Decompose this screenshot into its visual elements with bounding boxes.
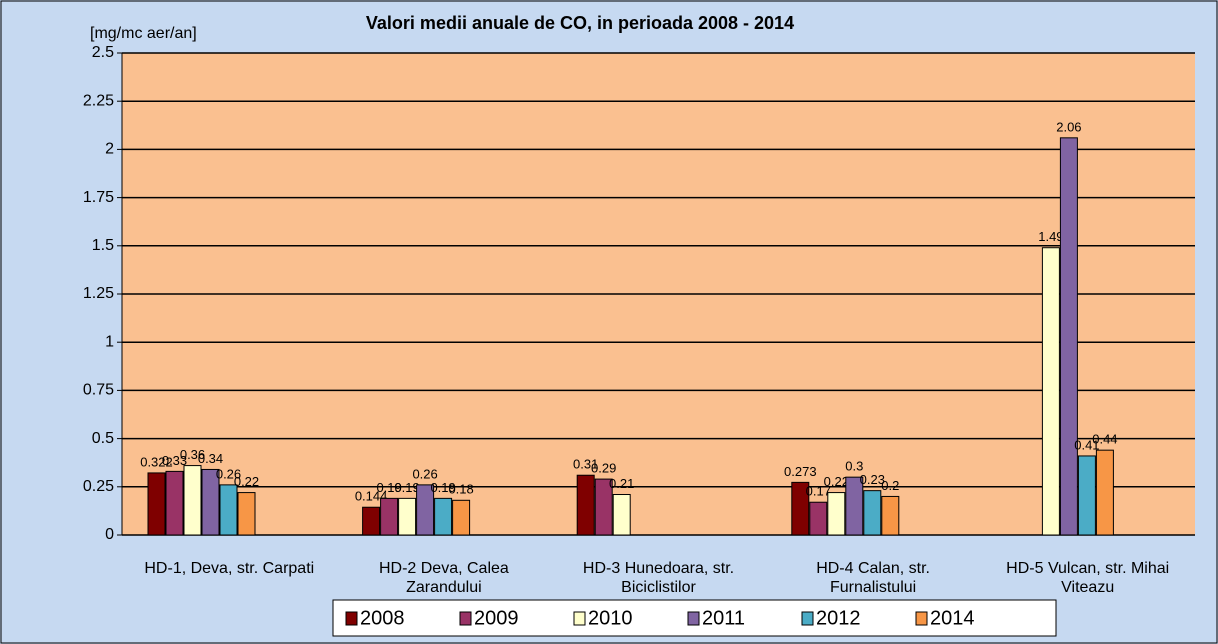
y-tick-label: 2.25 <box>83 92 114 109</box>
x-tick-label: HD-1, Deva, str. Carpati <box>144 560 315 577</box>
y-axis-label: [mg/mc aer/an] <box>90 25 197 42</box>
bar <box>1077 455 1096 536</box>
y-tick-label: 1.5 <box>92 237 114 254</box>
legend-label: 2010 <box>588 607 633 629</box>
bar <box>809 501 828 536</box>
y-tick-label: 1.75 <box>83 189 114 206</box>
data-label: 0.33 <box>162 453 187 468</box>
bar <box>845 476 864 536</box>
data-label: 0.21 <box>609 476 634 491</box>
bar <box>237 492 256 536</box>
y-tick-label: 0.5 <box>92 430 114 447</box>
bar <box>380 497 399 536</box>
data-label: 0.3 <box>845 459 863 474</box>
bar <box>827 492 846 536</box>
y-tick-label: 2.5 <box>92 44 114 61</box>
legend-label: 2012 <box>816 607 861 629</box>
legend-swatch <box>801 611 814 626</box>
legend-swatch <box>687 611 700 626</box>
bar <box>594 478 613 536</box>
chart-title: Valori medii anuale de CO, in perioada 2… <box>366 13 794 33</box>
y-tick-label: 0.75 <box>83 382 114 399</box>
legend-swatch <box>573 611 586 626</box>
y-tick-label: 1 <box>105 333 114 350</box>
data-label: 0.29 <box>591 461 616 476</box>
data-label: 0.19 <box>394 480 419 495</box>
x-tick-label: HD-4 Calan, str. Furnalistului <box>816 560 930 596</box>
bar <box>434 497 453 536</box>
data-label: 0.2 <box>881 478 899 493</box>
data-label: 0.144 <box>355 489 388 504</box>
data-label: 0.31 <box>573 457 598 472</box>
bar <box>398 497 417 536</box>
x-tick-label: HD-5 Vulcan, str. Mihai Viteazu <box>1006 560 1170 596</box>
data-label: 0.41 <box>1074 437 1099 452</box>
bar <box>612 494 631 536</box>
data-label: 0.34 <box>198 451 223 466</box>
data-label: 0.26 <box>412 466 437 481</box>
bar <box>201 468 220 536</box>
data-label: 1.49 <box>1038 229 1063 244</box>
legend-label: 2008 <box>360 607 405 629</box>
data-label: 2.06 <box>1056 119 1081 134</box>
bar <box>147 472 166 536</box>
data-label: 0.22 <box>234 474 259 489</box>
bar <box>452 499 471 536</box>
data-label: 0.19 <box>376 480 401 495</box>
legend-swatch <box>345 611 358 626</box>
y-tick-label: 1.25 <box>83 285 114 302</box>
bar <box>1041 247 1060 536</box>
bar <box>1059 137 1078 536</box>
legend-swatch <box>915 611 928 626</box>
data-label: 0.18 <box>448 482 473 497</box>
bar <box>362 506 381 536</box>
data-label: 0.23 <box>860 472 885 487</box>
bar <box>165 470 184 536</box>
x-tick-label: HD-2 Deva, Calea Zarandului <box>378 560 509 596</box>
legend-label: 2014 <box>930 607 975 629</box>
data-label: 0.19 <box>430 480 455 495</box>
y-tick-label: 0.25 <box>83 478 114 495</box>
bar <box>863 490 882 536</box>
data-label: 0.44 <box>1092 432 1117 447</box>
data-label: 0.17 <box>806 484 831 499</box>
bar <box>576 474 595 536</box>
x-tick-label: HD-3 Hunedoara, str. Biciclistilor <box>582 560 735 596</box>
data-label: 0.26 <box>216 466 241 481</box>
y-tick-label: 0 <box>105 526 114 543</box>
legend-label: 2009 <box>474 607 519 629</box>
bar <box>416 484 435 536</box>
data-label: 0.22 <box>824 474 849 489</box>
data-label: 0.273 <box>784 464 817 479</box>
legend-swatch <box>459 611 472 626</box>
bar <box>183 465 202 536</box>
bar <box>219 484 238 536</box>
data-label: 0.322 <box>140 454 173 469</box>
y-tick-label: 2 <box>105 141 114 158</box>
bar <box>1095 449 1114 536</box>
data-label: 0.36 <box>180 447 205 462</box>
legend-label: 2011 <box>702 607 745 629</box>
bar <box>881 495 900 536</box>
bar <box>791 481 810 536</box>
